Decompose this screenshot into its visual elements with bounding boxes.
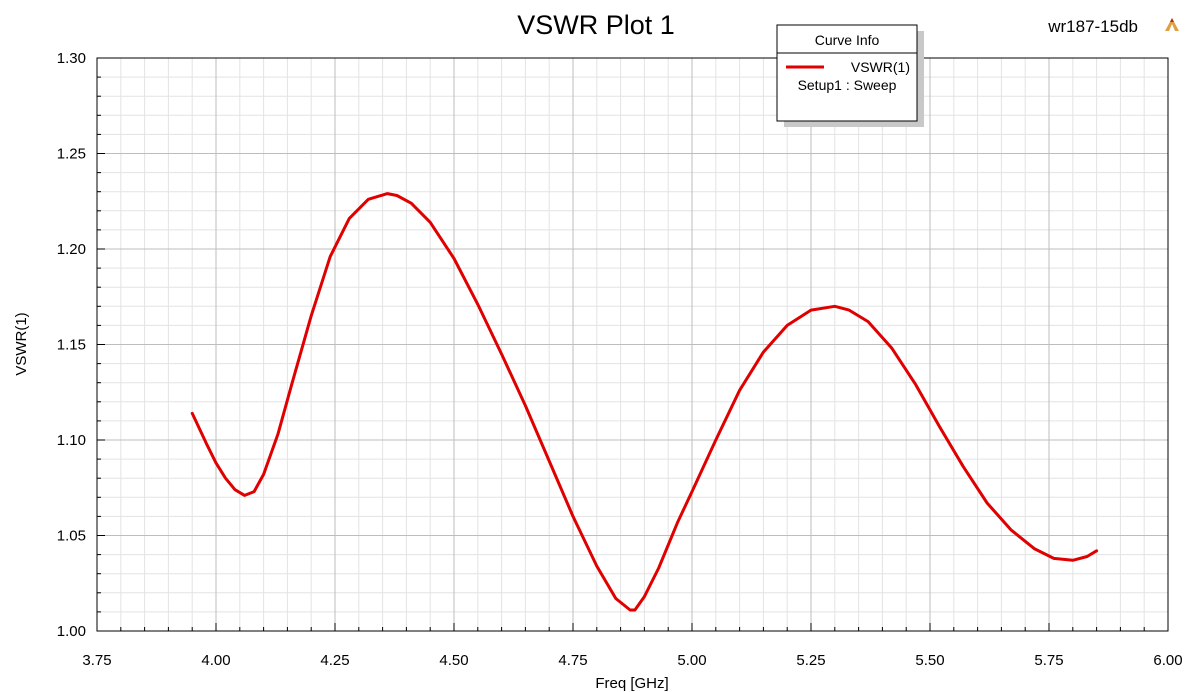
legend-setup-label: Setup1 : Sweep [798,77,897,93]
series-line-vswr1 [190,192,1099,612]
x-axis-label: Freq [GHz] [595,675,668,692]
x-tick-label: 6.00 [1153,652,1182,669]
x-tick-label: 4.50 [439,652,468,669]
curve-info-legend[interactable]: Curve Info VSWR(1) Setup1 : Sweep [776,24,924,127]
y-axis-tick-labels: 1.00 1.05 1.10 1.15 1.20 1.25 1.30 [57,50,86,640]
x-axis-tick-labels: 3.75 4.00 4.25 4.50 4.75 5.00 5.25 5.50 5.75 6.00 [82,652,1182,669]
chart-title: VSWR Plot 1 [517,10,675,40]
legend-title: Curve Info [815,32,880,48]
major-grid [97,58,1168,631]
legend-box [776,24,918,122]
y-tick-label: 1.10 [57,432,86,449]
design-name: wr187-15db [1047,17,1138,36]
x-tick-label: 5.00 [677,652,706,669]
series-layer [190,192,1099,612]
x-tick-label: 5.25 [796,652,825,669]
x-tick-label: 4.75 [558,652,587,669]
x-tick-label: 4.00 [201,652,230,669]
y-tick-label: 1.05 [57,528,86,545]
y-tick-label: 1.25 [57,146,86,163]
x-tick-label: 5.75 [1034,652,1063,669]
x-tick-label: 5.50 [915,652,944,669]
x-tick-label: 4.25 [320,652,349,669]
ansys-logo-icon [1165,18,1179,31]
legend-series-name: VSWR(1) [851,59,910,75]
y-tick-label: 1.20 [57,241,86,258]
y-axis-label: VSWR(1) [13,312,30,375]
y-tick-label: 1.15 [57,337,86,354]
axis-ticks [96,57,1169,632]
y-tick-label: 1.00 [57,623,86,640]
x-tick-label: 3.75 [82,652,111,669]
y-tick-label: 1.30 [57,50,86,67]
